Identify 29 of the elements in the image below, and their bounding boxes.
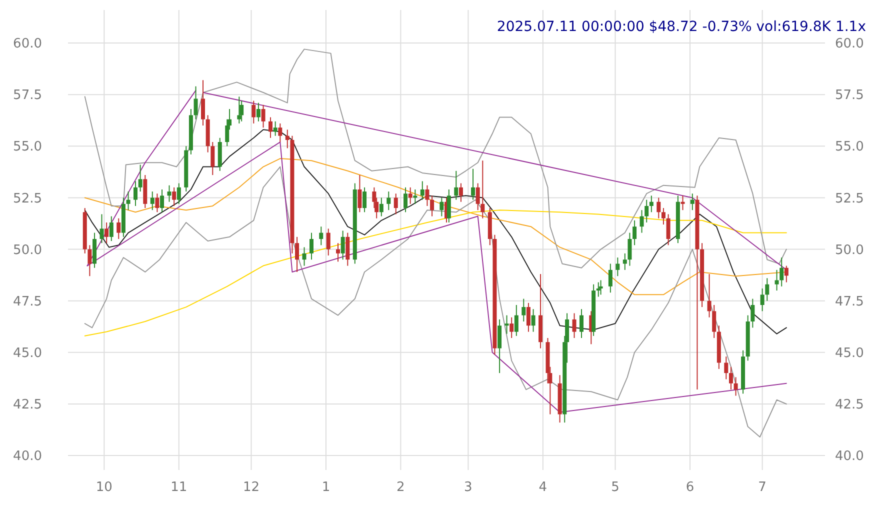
x-tick-label: 3: [464, 480, 472, 495]
x-tick-label: 5: [611, 480, 620, 495]
y2-tick-label: 42.5: [835, 398, 864, 413]
x-tick-label: 4: [538, 480, 548, 495]
y2-tick-label: 57.5: [835, 88, 864, 104]
y-tick-label: 50.0: [13, 242, 42, 258]
text: 2025.07.11 00:00:00 $48.72 -0.73% vol:619.8K 1.1x: [496, 19, 866, 35]
x-tick-label: 12: [242, 480, 260, 495]
x-tick-label: 10: [96, 480, 112, 495]
x-tick-label: 11: [170, 480, 188, 495]
y2-tick-label: 52.5: [835, 191, 864, 206]
y2-tick-label: 45.0: [835, 346, 864, 361]
y2-tick-label: 47.5: [835, 294, 864, 310]
y2-tick-label: 60.0: [835, 36, 864, 52]
y-tick-label: 55.0: [13, 140, 42, 155]
x-tick-label: 7: [758, 480, 766, 495]
y-tick-label: 40.0: [13, 449, 42, 464]
y-tick-label: 60.0: [13, 36, 42, 52]
y-tick-label: 57.5: [13, 88, 42, 104]
x-tick-label: 6: [686, 480, 694, 495]
y2-tick-label: 40.0: [835, 449, 864, 464]
x-tick-label: 1: [322, 480, 330, 495]
y-tick-label: 52.5: [13, 191, 42, 206]
y-tick-label: 45.0: [13, 346, 42, 361]
y2-tick-label: 50.0: [835, 242, 864, 258]
y2-tick-label: 55.0: [835, 140, 864, 155]
x-tick-label: 2: [396, 480, 405, 495]
y-tick-label: 42.5: [13, 398, 42, 413]
y-tick-label: 47.5: [13, 294, 42, 310]
